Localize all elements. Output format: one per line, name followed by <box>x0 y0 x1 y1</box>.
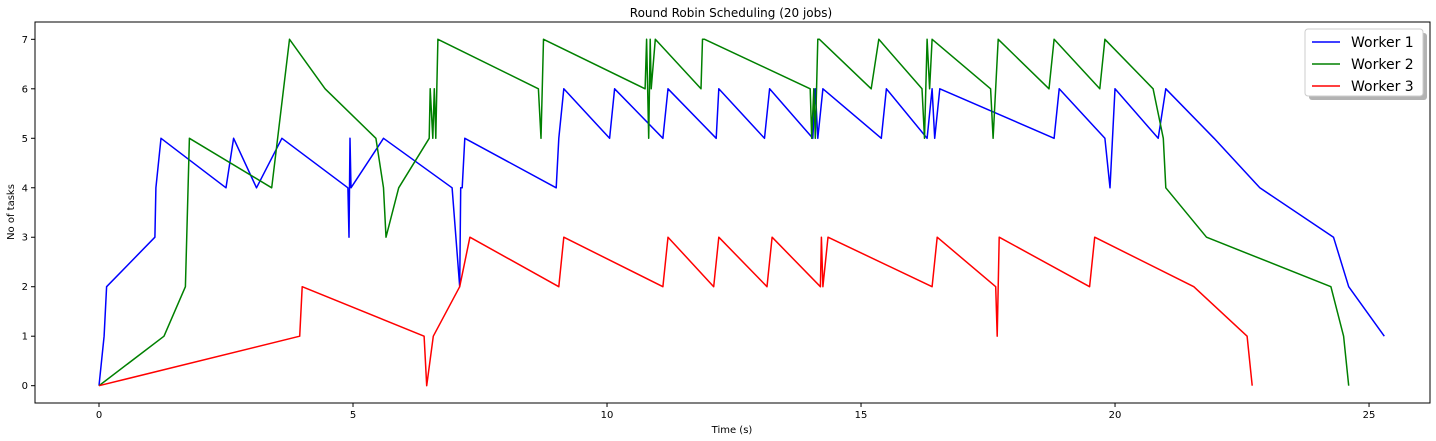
x-tick-label: 0 <box>96 410 102 421</box>
y-tick-label: 0 <box>22 381 28 392</box>
legend-label-worker-2: Worker 2 <box>1351 57 1414 73</box>
series-line-worker-1 <box>98 88 1385 386</box>
chart-title: Round Robin Scheduling (20 jobs) <box>630 6 832 20</box>
y-tick-label: 7 <box>22 35 28 46</box>
plot-frame <box>34 21 1431 404</box>
x-tick-label: 25 <box>1363 410 1376 421</box>
y-tick-label: 5 <box>22 134 28 145</box>
series-line-worker-2 <box>98 38 1350 387</box>
x-tick-label: 20 <box>1109 410 1122 421</box>
y-tick-label: 1 <box>22 332 28 343</box>
series-line-worker-3 <box>98 236 1253 387</box>
y-tick-label: 2 <box>22 282 28 293</box>
series-layer <box>98 38 1385 387</box>
x-axis: 0 5 10 15 20 25 <box>96 403 1376 421</box>
legend-box <box>1304 28 1424 97</box>
x-tick-label: 5 <box>350 410 356 421</box>
legend-label-worker-1: Worker 1 <box>1351 35 1414 51</box>
y-tick-label: 4 <box>22 183 28 194</box>
x-axis-label: Time (s) <box>711 425 753 436</box>
legend-entries: Worker 1 Worker 2 Worker 3 <box>1312 35 1414 95</box>
legend-label-worker-3: Worker 3 <box>1351 79 1414 95</box>
y-tick-label: 6 <box>22 84 28 95</box>
x-tick-label: 10 <box>601 410 614 421</box>
legend: Worker 1 Worker 2 Worker 3 <box>1304 28 1427 100</box>
y-axis-label: No of tasks <box>6 184 17 240</box>
y-tick-label: 3 <box>22 233 28 244</box>
y-axis: 0 1 2 3 4 5 6 7 <box>22 35 35 392</box>
x-tick-label: 15 <box>855 410 868 421</box>
